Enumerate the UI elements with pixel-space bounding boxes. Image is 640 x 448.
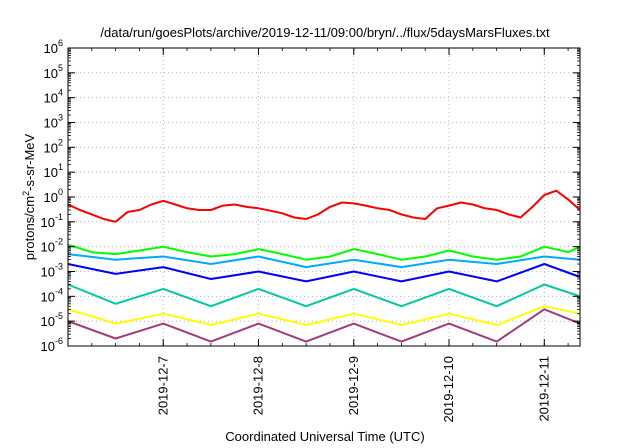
- y-tick-label: 10-6: [41, 336, 63, 354]
- series-line-5: [67, 283, 581, 308]
- grid: [68, 48, 580, 346]
- y-tick-label: 106: [44, 38, 63, 56]
- y-ticks: 10-6 10-5 10-4 10-3 10-2 10-1 100 101 102 103 104 1…: [41, 38, 580, 354]
- y-tick-label: 105: [44, 63, 63, 81]
- ylabel-after: -s-sr-MeV: [22, 133, 37, 190]
- series-line-1: [67, 189, 581, 223]
- y-axis-label: protons/cm2-s-sr-MeV: [21, 133, 37, 260]
- x-tick-label: 2019-12-10: [441, 356, 456, 423]
- y-tick-label: 10-5: [41, 311, 63, 329]
- y-tick-label: 10-3: [41, 262, 63, 280]
- ylabel-sup: 2: [21, 191, 31, 196]
- series-line-7: [67, 308, 581, 343]
- x-tick-label: 2019-12-7: [155, 356, 170, 415]
- series-line-2: [67, 243, 581, 261]
- y-tick-label: 10-2: [41, 237, 63, 255]
- ylabel-before: protons/cm: [22, 196, 37, 260]
- y-tick-label: 104: [44, 88, 63, 106]
- x-tick-label: 2019-12-11: [536, 356, 551, 422]
- y-tick-label: 102: [44, 137, 63, 155]
- x-tick-label: 2019-12-9: [346, 356, 361, 415]
- series-line-3: [67, 253, 581, 269]
- series-line-6: [67, 305, 581, 326]
- series-line-4: [67, 263, 581, 283]
- y-tick-label: 103: [44, 113, 63, 131]
- chart-title: /data/run/goesPlots/archive/2019-12-11/0…: [100, 25, 550, 40]
- x-ticks: 2019-12-7 2019-12-8 2019-12-9 2019-12-10 201…: [67, 48, 569, 423]
- y-tick-label: 10-1: [41, 212, 63, 230]
- y-tick-label: 101: [44, 162, 63, 180]
- y-tick-label: 10-4: [41, 286, 63, 304]
- x-tick-label: 2019-12-8: [251, 356, 266, 415]
- x-axis-label: Coordinated Universal Time (UTC): [225, 429, 424, 444]
- series-layer: [67, 189, 581, 343]
- y-tick-label: 100: [44, 187, 63, 205]
- svg-text:protons/cm2-s-sr-MeV: protons/cm2-s-sr-MeV: [21, 133, 37, 260]
